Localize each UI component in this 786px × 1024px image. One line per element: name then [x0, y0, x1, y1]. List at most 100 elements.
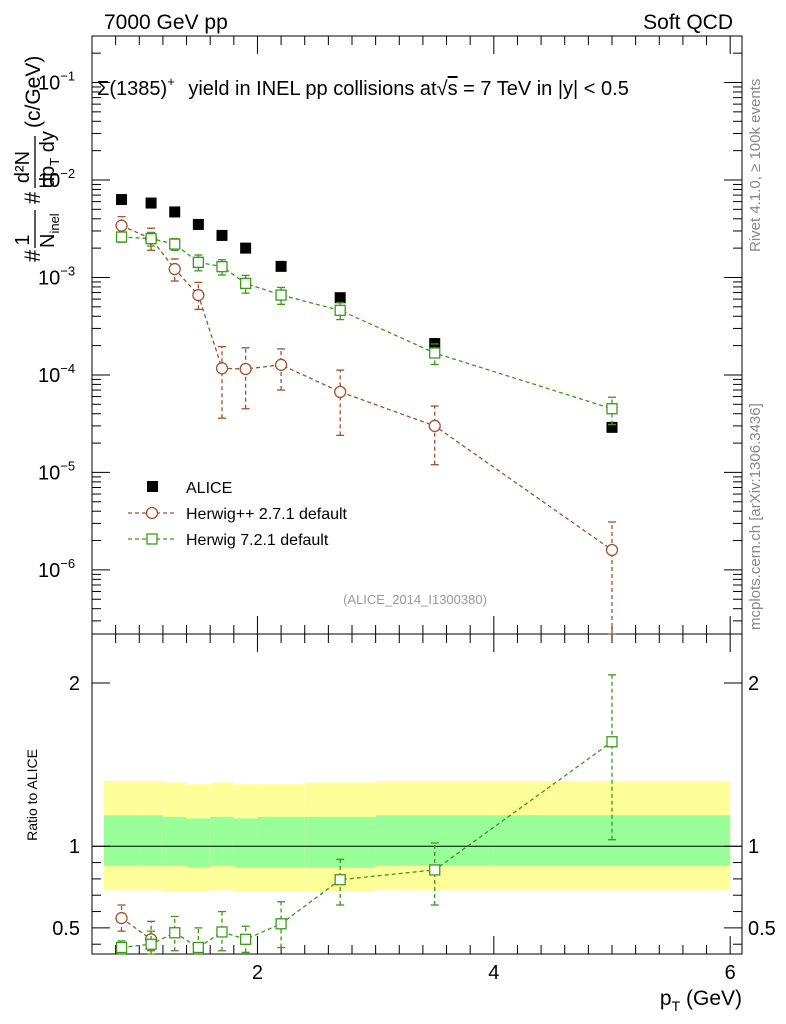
title-s: s [448, 78, 458, 100]
ratio-point-herwig-2-7-1-default [115, 911, 128, 925]
ratio-point-herwig-7-2-1-default [275, 918, 287, 930]
main-point-herwig-2-7-1-default [239, 362, 252, 376]
header-left: 7000 GeV pp [104, 11, 228, 34]
tick-exponent: −3 [60, 263, 75, 278]
ratio-point-herwig-7-2-1-default [115, 941, 128, 954]
title-particle: Σ(1385) [97, 78, 167, 100]
ylabel-n: N [37, 234, 59, 248]
main-point-herwig-2-7-1-default [605, 543, 619, 557]
ratio-line-herwig-7-2-1-default [121, 741, 613, 949]
tick-exponent: −1 [60, 69, 75, 84]
main-y-tick-label: 10−4 [38, 361, 75, 387]
main-point-herwig-7-2-1-default [429, 347, 441, 359]
tick-base: 10 [38, 73, 60, 95]
x-tick-label: 2 [252, 962, 263, 984]
main-point-herwig-7-2-1-default [334, 304, 346, 316]
main-point-herwig-7-2-1-default [145, 233, 157, 245]
tick-base: 10 [38, 267, 60, 289]
ratio-point-herwig-7-2-1-default [169, 927, 181, 939]
tick-base: 10 [38, 170, 60, 192]
ratio-y-tick-label-right: 0.5 [748, 918, 776, 940]
ratio-band-inner [375, 815, 494, 866]
ratio-point-herwig-7-2-1-default [606, 736, 618, 748]
legend-label-herwig27: Herwig++ 2.7.1 default [186, 506, 348, 523]
main-point-herwig-2-7-1-default [428, 419, 441, 433]
x-tick-label: 4 [488, 962, 499, 984]
ratio-plot-frame [91, 633, 743, 955]
main-point-alice [216, 229, 228, 241]
ylabel-hash-2: # [20, 191, 45, 204]
title-text-post: = 7 TeV in |y| < 0.5 [458, 78, 629, 100]
ratio-y-tick-label: 0.5 [52, 918, 80, 940]
title-charge: + [167, 74, 175, 89]
main-point-alice [192, 218, 204, 230]
ratio-band-inner [257, 816, 305, 868]
rivet-side-label: Rivet 4.1.0, ≥ 100k events [747, 79, 764, 252]
ratio-band-inner [162, 816, 187, 866]
xlabel-unit: (GeV) [680, 987, 742, 1010]
tick-exponent: −6 [60, 556, 75, 571]
main-point-herwig-7-2-1-default [275, 289, 287, 301]
ylabel-unit: (c/GeV) [22, 56, 45, 128]
tick-base: 10 [38, 365, 60, 387]
main-y-tick-label: 10−2 [38, 166, 75, 192]
main-y-tick-label: 10−3 [38, 263, 75, 289]
ratio-band-inner [186, 818, 211, 868]
ratio-series-layer [115, 674, 618, 955]
main-point-herwig-7-2-1-default [169, 238, 181, 250]
main-point-alice [169, 206, 181, 218]
ylabel-t: T [47, 158, 62, 166]
x-axis-label: pT (GeV) [660, 987, 742, 1014]
xlabel-p: p [660, 987, 672, 1010]
main-point-herwig-2-7-1-default [334, 385, 347, 399]
main-point-alice [606, 421, 618, 433]
tick-exponent: −5 [60, 458, 75, 473]
ratio-point-herwig-7-2-1-default [192, 941, 205, 954]
ratio-point-herwig-7-2-1-default [429, 864, 441, 876]
ylabel-hash-1: # [20, 249, 45, 262]
main-point-herwig-7-2-1-default [115, 231, 128, 243]
ratio-uncertainty-bands [103, 780, 731, 892]
main-point-alice [116, 194, 128, 206]
legend: ALICE Herwig++ 2.7.1 default Herwig 7.2.… [128, 480, 348, 549]
tick-exponent: −2 [60, 166, 75, 181]
tick-base: 10 [38, 462, 60, 484]
main-y-tick-label: 10−6 [38, 556, 75, 582]
main-point-alice [240, 242, 252, 254]
ylabel-d2n: d²N [12, 151, 34, 183]
ratio-y-axis-label: Ratio to ALICE [24, 749, 40, 841]
ylabel-dpt-dy: dpT dy [37, 131, 62, 188]
ylabel-dp: dp [37, 166, 59, 188]
ratio-band-inner [139, 815, 163, 866]
title-sqrt: √ [437, 78, 448, 100]
mcplots-side-label: mcplots.cern.ch [arXiv:1306.3436] [747, 403, 764, 630]
legend-label-herwig72: Herwig 7.2.1 default [186, 532, 329, 549]
main-point-herwig-7-2-1-default [216, 261, 228, 273]
main-line-herwig-2-7-1-default [121, 225, 613, 551]
main-point-herwig-2-7-1-default [192, 288, 205, 302]
ratio-band-inner [103, 815, 140, 866]
legend-marker-alice [147, 481, 158, 492]
main-point-herwig-2-7-1-default [168, 262, 181, 276]
legend-marker-herwig72 [146, 533, 158, 545]
main-y-tick-label: 10−5 [38, 458, 75, 484]
main-point-herwig-7-2-1-default [606, 403, 618, 415]
analysis-watermark: (ALICE_2014_I1300380) [343, 592, 487, 607]
tick-exponent: −4 [60, 361, 75, 376]
main-point-alice [275, 260, 287, 272]
ylabel-inel: inel [47, 213, 62, 233]
legend-label-alice: ALICE [186, 480, 232, 497]
main-series-layer [115, 194, 619, 635]
ratio-axes: 0.5 0.5 1 1 2 2 2 4 6 [52, 634, 776, 984]
main-point-alice [145, 197, 157, 209]
tick-base: 10 [38, 560, 60, 582]
title-text-pre: yield in INEL pp collisions at [183, 78, 437, 100]
ratio-point-herwig-7-2-1-default [334, 874, 346, 886]
main-point-herwig-7-2-1-default [192, 256, 205, 268]
ratio-y-tick-label-right: 1 [748, 836, 759, 858]
xlabel-t: T [672, 998, 681, 1014]
ratio-point-herwig-7-2-1-default [216, 926, 228, 938]
main-point-alice [334, 292, 346, 304]
ratio-y-tick-label-right: 2 [748, 673, 759, 695]
